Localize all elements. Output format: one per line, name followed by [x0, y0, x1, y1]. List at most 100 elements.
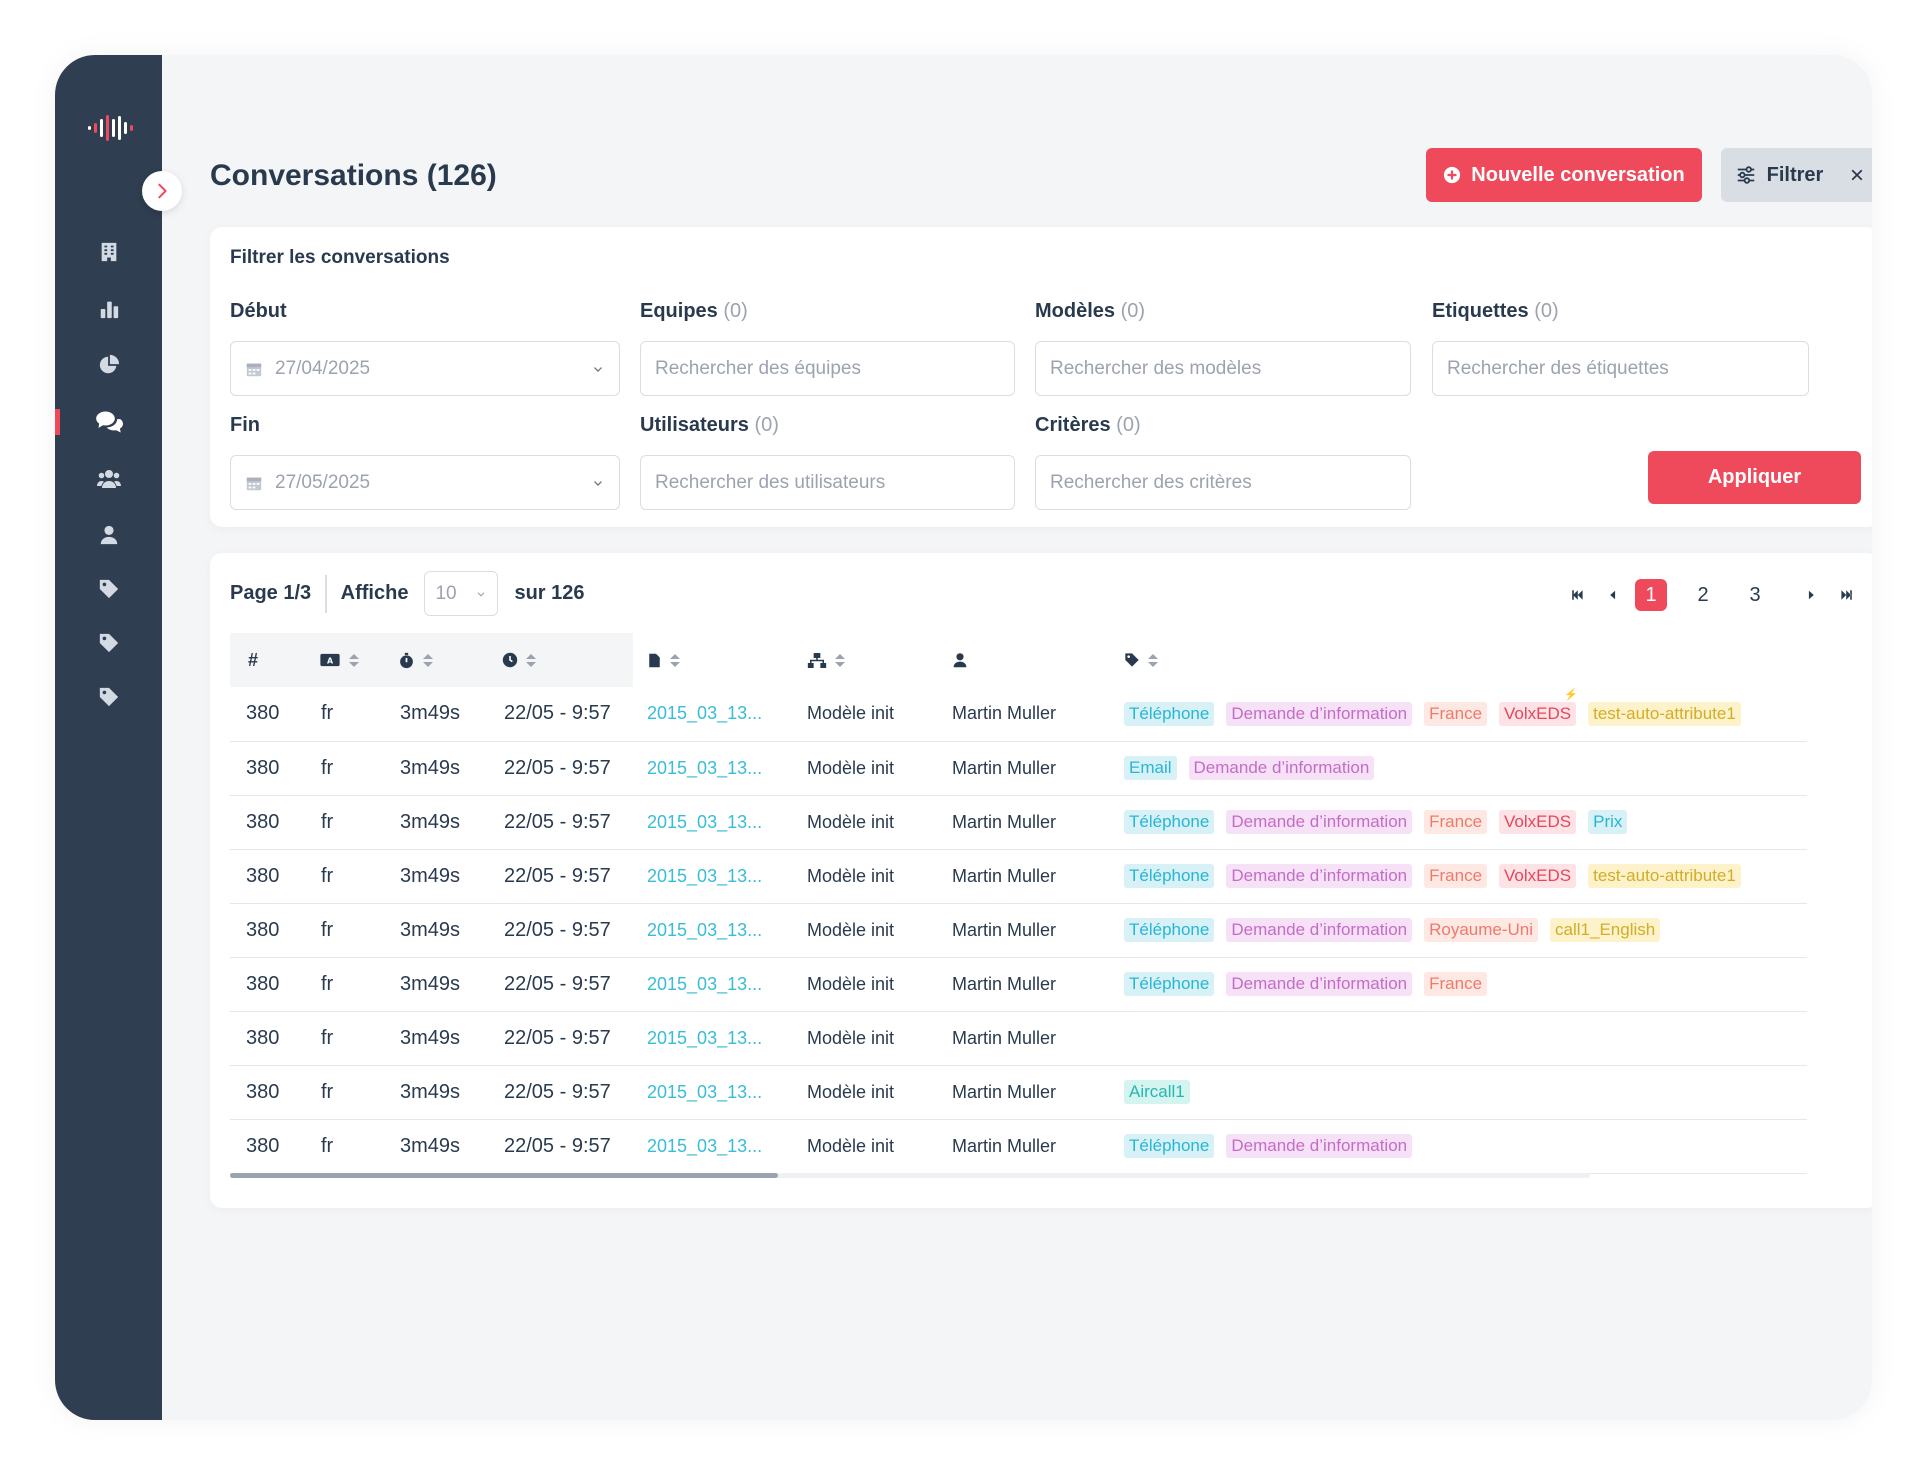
teams-search-input[interactable]: Rechercher des équipes: [640, 341, 1015, 396]
tag-badge[interactable]: Téléphone: [1124, 972, 1215, 996]
sidebar-item-tag-icon[interactable]: [55, 677, 162, 717]
column-duration-header[interactable]: [384, 633, 488, 687]
tag-badge[interactable]: Demande d’information: [1226, 1134, 1413, 1158]
svg-text:A: A: [327, 657, 334, 666]
tag-badge[interactable]: VolxEDS ⚡: [1499, 689, 1578, 726]
tag-badge[interactable]: Email: [1124, 756, 1177, 780]
tag-badge[interactable]: France: [1424, 864, 1488, 888]
tag-badge[interactable]: Prix: [1588, 810, 1628, 834]
file-link[interactable]: 2015_03_13...: [647, 703, 763, 724]
tag-badge[interactable]: VolxEDS: [1499, 864, 1577, 888]
table-row[interactable]: 380 fr 3m49s 22/05 - 9:57 2015_03_13... Modèl…: [230, 687, 1807, 742]
table-row[interactable]: 380 fr 3m49s 22/05 - 9:57 2015_03_13... Modèl…: [230, 1011, 1807, 1066]
previous-page-icon[interactable]: [1601, 588, 1625, 602]
conversations-table-panel: Page 1/3 Affiche 10 sur 126 1 2 3: [210, 553, 1872, 1208]
table-row[interactable]: 380 fr 3m49s 22/05 - 9:57 2015_03_13... Modèl…: [230, 849, 1807, 904]
apply-button[interactable]: Appliquer: [1648, 451, 1861, 504]
table-row[interactable]: 380 fr 3m49s 22/05 - 9:57 2015_03_13... Modèl…: [230, 795, 1807, 850]
sidebar-item-bar-chart-icon[interactable]: [55, 289, 162, 329]
next-page-icon[interactable]: [1799, 588, 1823, 602]
per-page-select[interactable]: 10: [424, 571, 499, 616]
file-link[interactable]: 2015_03_13...: [647, 757, 763, 778]
table-row[interactable]: 380 fr 3m49s 22/05 - 9:57 2015_03_13... Modèl…: [230, 1065, 1807, 1120]
column-model-header[interactable]: [793, 633, 938, 687]
tag-badge[interactable]: France: [1424, 701, 1488, 726]
horizontal-scrollbar[interactable]: [230, 1173, 1590, 1178]
sliders-icon: [1737, 166, 1754, 184]
cell-date: 22/05 - 9:57: [488, 1011, 633, 1066]
table-row[interactable]: 380 fr 3m49s 22/05 - 9:57 2015_03_13... Modèl…: [230, 741, 1807, 796]
table-row[interactable]: 380 fr 3m49s 22/05 - 9:57 2015_03_13... Modèl…: [230, 957, 1807, 1012]
tag-badge[interactable]: Demande d’information: [1226, 918, 1413, 942]
table-row[interactable]: 380 fr 3m49s 22/05 - 9:57 2015_03_13... Modèl…: [230, 1119, 1807, 1174]
tag-badge[interactable]: Royaume-Uni: [1424, 918, 1539, 942]
file-link[interactable]: 2015_03_13...: [647, 919, 763, 940]
cell-id: 380: [230, 1011, 305, 1066]
cell-model: Modèle init: [793, 795, 938, 850]
tag-badge[interactable]: Demande d’information: [1226, 810, 1413, 834]
column-user-header[interactable]: [938, 633, 1118, 687]
tag-badge[interactable]: France: [1424, 972, 1488, 996]
sidebar-item-user-icon[interactable]: [55, 515, 162, 555]
cell-model: Modèle init: [793, 849, 938, 904]
page-3-button[interactable]: 3: [1749, 583, 1761, 606]
filter-button[interactable]: Filtrer: [1721, 148, 1872, 202]
filter-button-label: Filtrer: [1766, 163, 1824, 186]
cell-model: Modèle init: [793, 1011, 938, 1066]
column-language-header[interactable]: A: [305, 633, 384, 687]
column-date-header[interactable]: [488, 633, 633, 687]
last-page-icon[interactable]: [1835, 587, 1859, 603]
sidebar-item-tag-icon[interactable]: [55, 569, 162, 609]
sidebar-item-users-icon[interactable]: [55, 459, 162, 499]
sidebar-item-tag-icon[interactable]: [55, 623, 162, 663]
start-date-picker[interactable]: 27/04/2025: [230, 341, 620, 396]
sidebar-item-conversations-icon[interactable]: [55, 402, 162, 442]
tag-badge[interactable]: test-auto-attribute1: [1588, 701, 1741, 726]
file-link[interactable]: 2015_03_13...: [647, 1027, 763, 1048]
file-link[interactable]: 2015_03_13...: [647, 865, 763, 886]
users-search-input[interactable]: Rechercher des utilisateurs: [640, 455, 1015, 510]
column-id-header[interactable]: #: [230, 633, 305, 687]
page-2-button[interactable]: 2: [1697, 583, 1709, 606]
show-label: Affiche: [340, 582, 409, 604]
tag-badge[interactable]: Téléphone: [1124, 864, 1215, 888]
tag-badge[interactable]: Demande d’information: [1226, 701, 1413, 726]
chevron-down-icon: [478, 591, 485, 597]
criteria-search-input[interactable]: Rechercher des critères: [1035, 455, 1411, 510]
cell-user: Martin Muller: [938, 1119, 1118, 1174]
tag-badge[interactable]: Téléphone: [1124, 918, 1215, 942]
sidebar-item-pie-chart-icon[interactable]: [55, 345, 162, 385]
cell-language: fr: [305, 903, 384, 958]
tag-badge[interactable]: test-auto-attribute1: [1588, 864, 1741, 888]
page-1-button[interactable]: 1: [1635, 579, 1667, 611]
tag-badge[interactable]: Téléphone: [1124, 810, 1215, 834]
scrollbar-thumb[interactable]: [230, 1173, 778, 1178]
table-row[interactable]: 380 fr 3m49s 22/05 - 9:57 2015_03_13... Modèl…: [230, 903, 1807, 958]
tag-badge[interactable]: Téléphone: [1124, 1134, 1215, 1158]
cell-model: Modèle init: [793, 957, 938, 1012]
sidebar-item-building-icon[interactable]: [55, 232, 162, 272]
tag-badge[interactable]: call1_English: [1550, 918, 1661, 942]
file-link[interactable]: 2015_03_13...: [647, 973, 763, 994]
first-page-icon[interactable]: [1565, 587, 1589, 603]
tag-badge[interactable]: Aircall1: [1124, 1080, 1190, 1104]
app-logo[interactable]: [88, 113, 133, 143]
column-tags-header[interactable]: [1118, 633, 1807, 687]
tag-badge[interactable]: Téléphone: [1124, 701, 1215, 726]
tags-search-input[interactable]: Rechercher des étiquettes: [1432, 341, 1809, 396]
end-label: Fin: [230, 414, 260, 436]
tag-badge[interactable]: VolxEDS: [1499, 810, 1577, 834]
tag-badge[interactable]: Demande d’information: [1226, 972, 1413, 996]
end-date-picker[interactable]: 27/05/2025: [230, 455, 620, 510]
file-link[interactable]: 2015_03_13...: [647, 811, 763, 832]
new-conversation-button[interactable]: Nouvelle conversation: [1426, 148, 1702, 202]
close-icon[interactable]: [1849, 167, 1865, 183]
models-search-input[interactable]: Rechercher des modèles: [1035, 341, 1411, 396]
tag-badge[interactable]: Demande d’information: [1226, 864, 1413, 888]
file-link[interactable]: 2015_03_13...: [647, 1135, 763, 1156]
column-file-header[interactable]: [633, 633, 793, 687]
tag-badge[interactable]: France: [1424, 810, 1488, 834]
sidebar-toggle-button[interactable]: [142, 171, 182, 211]
file-link[interactable]: 2015_03_13...: [647, 1081, 763, 1102]
tag-badge[interactable]: Demande d’information: [1188, 756, 1375, 780]
